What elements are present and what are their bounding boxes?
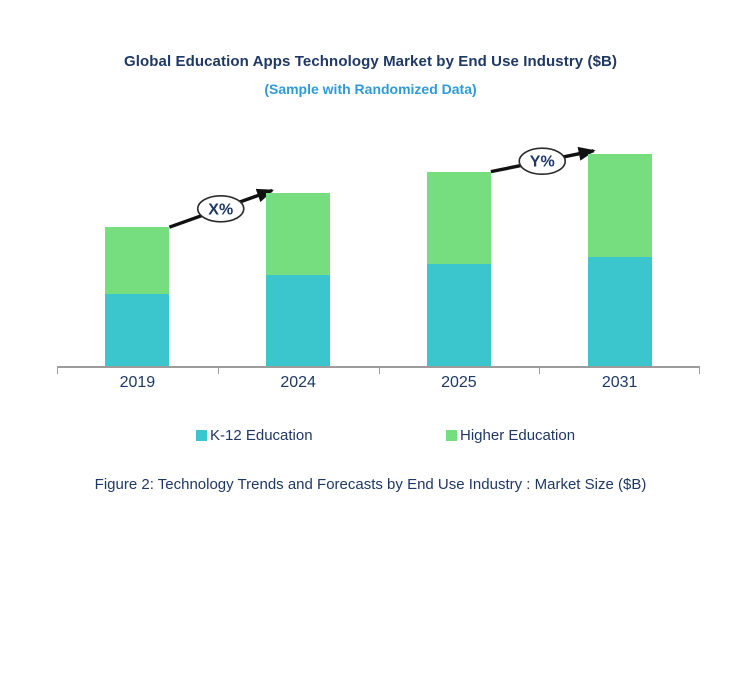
higher-education-segment [587,153,652,257]
legend-swatch-icon [196,430,207,441]
figure-caption: Figure 2: Technology Trends and Forecast… [94,476,647,493]
x-axis-label-2025: 2025 [441,374,477,391]
legend-label: Higher Education [460,427,576,444]
x-axis-label-2019: 2019 [119,374,156,391]
higher-education-segment [266,193,331,275]
stacked-bar-2019 [105,227,170,366]
stacked-bar-2031 [587,153,652,366]
bar-group-2019 [57,128,218,366]
bar-group-2024 [218,128,379,366]
chart-subtitle: (Sample with Randomized Data) [264,81,477,97]
x-axis-label-2024: 2024 [280,374,316,391]
legend-item-higher: Higher Education [446,427,575,444]
stacked-bar-2024 [266,193,331,366]
x-axis-tick [378,366,380,374]
higher-education-segment [426,171,491,264]
k12-education-segment [266,274,331,366]
x-axis-tick [699,366,700,374]
chart-title: Global Education Apps Technology Market … [123,53,618,70]
plot-area: X% Y% 2019 2024 2025 2031 [57,128,700,391]
bar-group-2025 [379,128,540,366]
x-axis-tick [57,366,58,374]
stacked-bar-2025 [426,171,491,366]
k12-education-segment [105,293,170,366]
x-axis-tick [217,366,219,374]
higher-education-segment [105,227,170,294]
legend-swatch-icon [446,430,457,441]
k12-education-segment [426,263,491,366]
x-axis-tick [539,366,541,374]
legend-label: K-12 Education [210,427,313,444]
legend-item-k12: K-12 Education [196,427,313,444]
k12-education-segment [587,256,652,366]
bar-group-2031 [539,128,700,366]
legend: K-12 Education Higher Education [57,427,700,447]
x-axis-label-2031: 2031 [601,374,638,391]
